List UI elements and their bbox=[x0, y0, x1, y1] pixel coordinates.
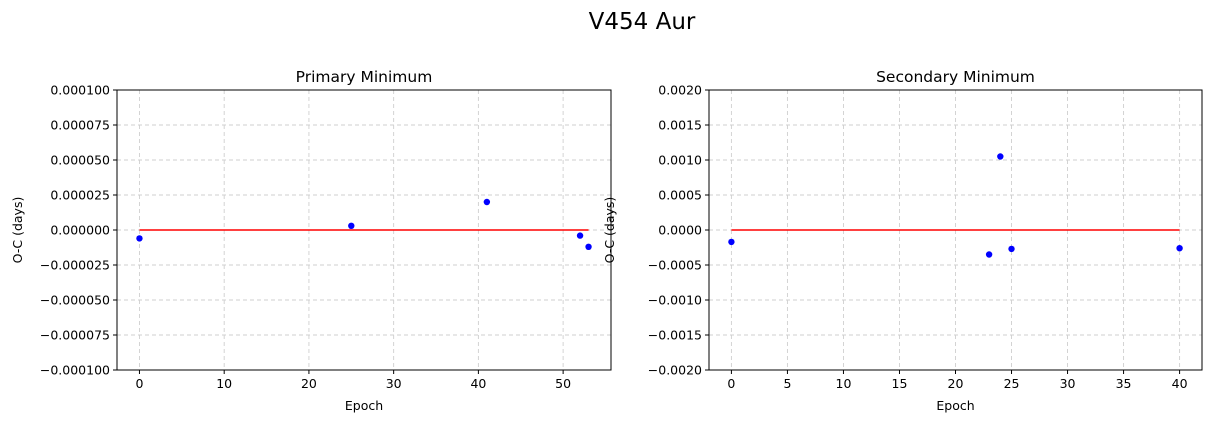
chart-1-title: Secondary Minimum bbox=[876, 68, 1035, 86]
chart-0-y-tick-label: 0.000025 bbox=[50, 188, 110, 203]
figure-title: V454 Aur bbox=[589, 9, 696, 35]
chart-0-x-tick-label: 30 bbox=[386, 376, 402, 391]
chart-1-data-point bbox=[728, 238, 735, 246]
chart-1-x-tick-label: 30 bbox=[1060, 376, 1076, 391]
chart-0-data-point bbox=[585, 243, 592, 250]
chart-0-x-tick-label: 20 bbox=[301, 376, 317, 391]
secondary-minimum-chart: 0 5 10 15 20 25 30 35 40 −0.0020 −0.0015 −0.0010 −0.… bbox=[602, 68, 1203, 413]
chart-0-x-tick-label: 10 bbox=[216, 376, 232, 391]
chart-0-y-tick-label: 0.000075 bbox=[50, 118, 110, 133]
chart-1-y-tick-label: 0.0015 bbox=[658, 118, 702, 133]
chart-1-data-point bbox=[1008, 245, 1015, 253]
chart-0-data-point bbox=[576, 232, 584, 239]
chart-0-y-tick-label: −0.000025 bbox=[40, 258, 110, 273]
chart-0-y-tick-label: −0.000075 bbox=[40, 328, 110, 343]
chart-1-x-tick-label: 10 bbox=[836, 376, 852, 391]
chart-0-data-point bbox=[483, 198, 491, 206]
chart-1-x-tick-label: 20 bbox=[948, 376, 964, 391]
chart-0-y-tick-label: 0.000000 bbox=[50, 223, 110, 238]
chart-0-title: Primary Minimum bbox=[296, 68, 433, 86]
chart-0-x-axis-label: Epoch bbox=[345, 398, 383, 413]
chart-0-x-tick-label: 0 bbox=[135, 376, 143, 391]
chart-1-y-tick-label: 0.0005 bbox=[658, 188, 702, 203]
chart-1-y-tick-label: 0.0010 bbox=[658, 153, 702, 168]
chart-1-x-tick-label: 35 bbox=[1116, 376, 1132, 391]
chart-1-data-point bbox=[985, 251, 993, 258]
primary-minimum-chart: 0 10 20 30 40 50 −0.000100 −0.000075 −0.000050 −0… bbox=[10, 68, 612, 413]
chart-1-y-tick-label: 0.0000 bbox=[658, 223, 702, 238]
chart-0-y-tick-label: −0.000050 bbox=[40, 293, 110, 308]
chart-1-y-tick-label: −0.0020 bbox=[648, 363, 702, 378]
chart-1-y-tick-label: −0.0010 bbox=[648, 293, 702, 308]
chart-0-y-tick-label: 0.000050 bbox=[50, 153, 110, 168]
chart-0-y-tick-label: −0.000100 bbox=[40, 363, 110, 378]
chart-1-x-tick-label: 5 bbox=[783, 376, 791, 391]
chart-1-x-tick-label: 15 bbox=[892, 376, 908, 391]
chart-1-data-point bbox=[1176, 245, 1183, 252]
chart-1-x-tick-label: 25 bbox=[1004, 376, 1020, 391]
chart-0-y-tick-label: 0.000100 bbox=[50, 83, 110, 98]
chart-0-data-point bbox=[136, 235, 143, 242]
chart-0-x-tick-label: 50 bbox=[555, 376, 571, 391]
chart-0-y-axis-label: O-C (days) bbox=[10, 197, 25, 264]
chart-0-data-point bbox=[348, 222, 355, 229]
chart-0-x-tick-label: 40 bbox=[470, 376, 486, 391]
chart-1-y-tick-label: 0.0020 bbox=[658, 83, 702, 98]
chart-1-y-tick-label: −0.0015 bbox=[648, 328, 702, 343]
chart-1-y-axis-label: O-C (days) bbox=[602, 197, 617, 264]
chart-1-data-point bbox=[997, 153, 1004, 160]
chart-1-x-axis-label: Epoch bbox=[936, 398, 974, 413]
chart-1-x-tick-label: 0 bbox=[727, 376, 735, 391]
chart-1-x-tick-label: 40 bbox=[1172, 376, 1188, 391]
chart-1-y-tick-label: −0.0005 bbox=[648, 258, 702, 273]
